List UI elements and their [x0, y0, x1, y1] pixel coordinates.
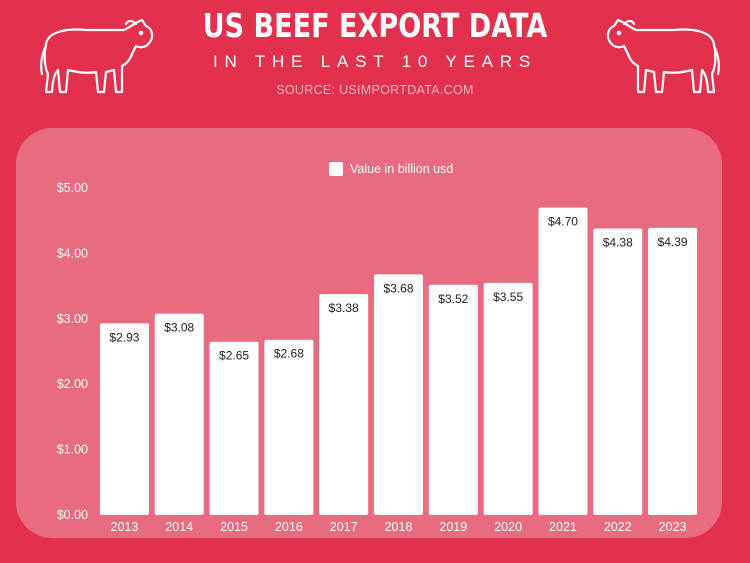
data-label: $2.65	[219, 349, 249, 363]
x-tick-label: 2013	[111, 520, 139, 534]
y-tick-label: $5.00	[57, 181, 88, 195]
x-tick-label: 2018	[385, 520, 413, 534]
y-tick-label: $4.00	[57, 246, 88, 260]
y-tick-label: $3.00	[57, 312, 88, 326]
source-note: SOURCE: USIMPORTDATA.COM	[276, 83, 474, 97]
data-label: $3.68	[383, 281, 413, 295]
legend-swatch	[329, 162, 343, 176]
data-label: $4.70	[548, 215, 578, 229]
x-tick-label: 2015	[220, 520, 248, 534]
cow-icon-right	[604, 14, 724, 102]
x-tick-label: 2014	[165, 520, 193, 534]
x-tick-label: 2016	[275, 520, 303, 534]
legend: Value in billion usd	[329, 162, 453, 176]
data-label: $3.55	[493, 290, 523, 304]
data-label: $3.38	[329, 301, 359, 315]
data-label: $3.08	[164, 321, 194, 335]
bar	[209, 341, 259, 515]
cow-icon-left	[36, 14, 156, 102]
x-tick-label: 2023	[659, 520, 687, 534]
data-label: $2.93	[109, 330, 139, 344]
legend-label: Value in billion usd	[350, 162, 454, 176]
x-tick-label: 2017	[330, 520, 358, 534]
bar	[538, 207, 588, 515]
bar	[648, 227, 698, 516]
bar	[154, 313, 204, 515]
bar	[374, 274, 423, 515]
bar	[264, 339, 314, 515]
y-tick-label: $0.00	[57, 508, 88, 522]
bar	[99, 323, 149, 515]
bar	[319, 293, 369, 515]
data-label: $2.68	[274, 347, 304, 361]
x-tick-label: 2022	[604, 520, 632, 534]
chart-subtitle: IN THE LAST 10 YEARS	[212, 52, 538, 71]
x-tick-label: 2019	[439, 520, 467, 534]
chart-title: US BEEF EXPORT DATA	[202, 6, 548, 45]
bar	[428, 284, 478, 515]
y-tick-label: $1.00	[57, 443, 88, 457]
bar	[593, 228, 643, 515]
x-tick-label: 2021	[549, 520, 577, 534]
data-label: $4.39	[658, 235, 688, 249]
x-tick-label: 2020	[494, 520, 522, 534]
bar	[483, 282, 533, 515]
y-tick-label: $2.00	[57, 377, 88, 391]
data-label: $3.52	[438, 292, 468, 306]
data-label: $4.38	[603, 236, 633, 250]
